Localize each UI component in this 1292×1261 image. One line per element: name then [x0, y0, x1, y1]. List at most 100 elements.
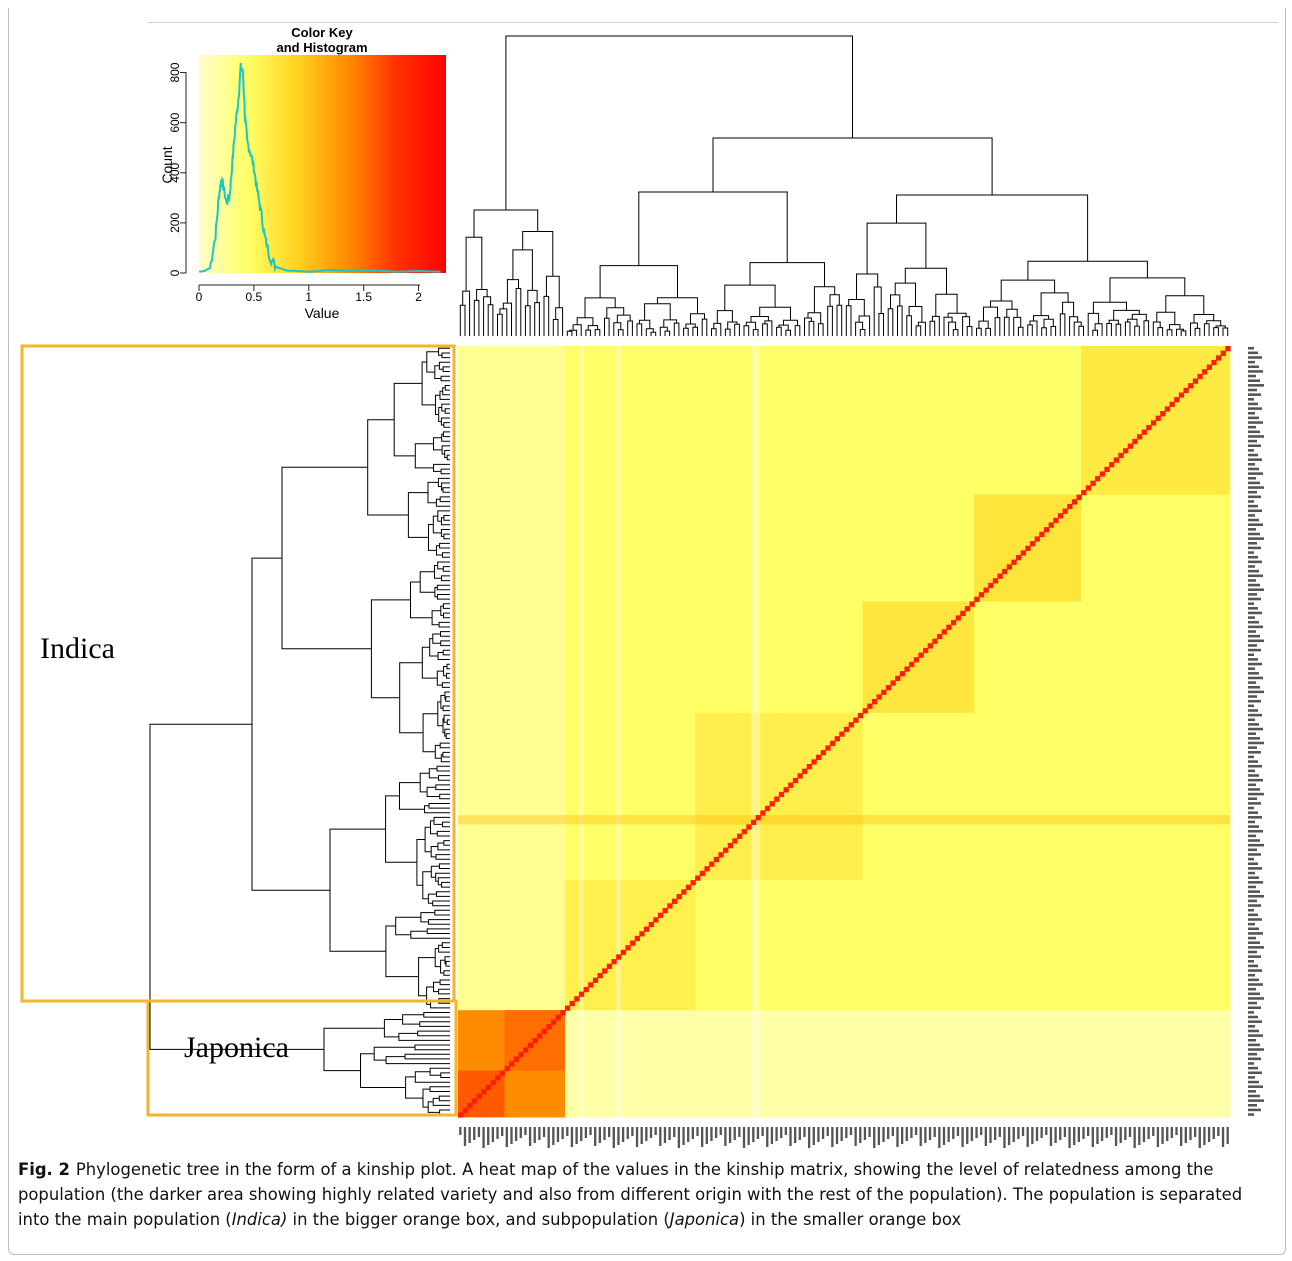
heatmap-diagonal-cell: [1146, 424, 1152, 431]
dendrogram-branch: [383, 1019, 403, 1038]
column-label-mark: [956, 1127, 960, 1136]
heatmap-diagonal-cell: [899, 671, 906, 677]
row-label-mark: [1248, 751, 1261, 754]
column-label-mark: [742, 1127, 746, 1148]
dendrogram-branch: [439, 979, 450, 986]
column-label-mark: [752, 1127, 755, 1142]
column-label-mark: [714, 1127, 718, 1138]
heatmap-diagonal-cell: [764, 805, 771, 812]
row-label-mark: [1248, 365, 1259, 369]
row-label-mark: [1248, 449, 1254, 452]
heatmap-diagonal-cell: [583, 986, 589, 993]
dendrogram-branch: [524, 305, 531, 336]
column-label-mark: [1147, 1127, 1150, 1139]
heatmap-diagonal-cell: [1155, 415, 1161, 421]
column-label-mark: [817, 1127, 820, 1142]
y-axis-label: Count: [159, 146, 175, 183]
dendrogram-branch: [149, 723, 324, 1050]
heatmap-diagonal-cell: [1053, 517, 1059, 524]
heatmap-diagonal-cell: [662, 907, 668, 914]
heatmap-diagonal-cell: [1206, 364, 1212, 370]
kinship-heatmap: [458, 346, 1231, 1118]
row-label-mark: [1248, 964, 1258, 968]
column-label-mark: [887, 1127, 890, 1139]
heatmap-diagonal-cell: [602, 968, 608, 974]
row-label-mark: [1248, 857, 1254, 861]
dendrogram-branch: [446, 454, 450, 461]
heatmap-diagonal-cell: [476, 1093, 482, 1100]
column-label-mark: [505, 1127, 508, 1147]
heatmap-diagonal-cell: [1109, 462, 1115, 468]
dendrogram-branch: [410, 581, 433, 619]
column-label-mark: [849, 1127, 853, 1135]
heatmap-diagonal-cell: [950, 620, 957, 626]
row-label-mark: [1248, 630, 1256, 633]
heatmap-diagonal-cell: [969, 601, 975, 607]
row-label-mark: [1248, 950, 1257, 954]
column-label-mark: [924, 1127, 927, 1143]
heatmap-block-indica-japonica: [458, 346, 566, 1011]
column-label-mark: [556, 1127, 560, 1142]
dendrogram-branch: [743, 325, 750, 336]
dendrogram-branch: [441, 682, 450, 688]
dendrogram-branch: [1124, 321, 1131, 336]
row-label-mark: [1248, 681, 1256, 684]
dendrogram-branch: [1143, 320, 1150, 336]
dendrogram-branch: [1106, 323, 1112, 336]
heatmap-diagonal-cell: [941, 629, 947, 635]
dendrogram-branch: [522, 231, 554, 277]
column-label-mark: [998, 1127, 1001, 1137]
japonica-box: [146, 999, 458, 1117]
dendrogram-branch: [370, 599, 411, 699]
column-label-mark: [1207, 1127, 1211, 1142]
column-label-mark: [677, 1127, 681, 1148]
heatmap-diagonal-cell: [1188, 383, 1194, 389]
column-label-mark: [1226, 1127, 1229, 1144]
row-label-mark: [1248, 1020, 1262, 1023]
column-label-mark: [910, 1127, 913, 1138]
dendrogram-branch: [638, 319, 651, 329]
column-label-mark: [1124, 1127, 1127, 1140]
dendrogram-branch: [446, 672, 450, 679]
row-label-mark: [1248, 588, 1264, 592]
dendrogram-branch: [433, 981, 441, 993]
dendrogram-branch: [534, 302, 540, 336]
column-label-mark: [501, 1127, 504, 1136]
column-label-mark: [961, 1127, 964, 1147]
heatmap-diagonal-cell: [1067, 503, 1073, 510]
column-label-mark: [477, 1127, 481, 1137]
dendrogram-branch: [804, 317, 812, 336]
row-label-mark: [1248, 1052, 1257, 1056]
dendrogram-branch: [506, 279, 519, 304]
row-label-mark: [1248, 384, 1264, 387]
dendrogram-branch: [419, 772, 430, 793]
dendrogram-branch: [512, 249, 533, 291]
dendrogram-branch: [426, 928, 450, 934]
dendrogram-branch: [367, 419, 409, 516]
column-label-mark: [1203, 1127, 1206, 1145]
dendrogram-branch: [749, 262, 825, 287]
y-tick-label: 0: [168, 269, 182, 276]
x-tick-label: 1: [305, 290, 312, 304]
dendrogram-branch: [442, 387, 450, 396]
row-label-mark: [1248, 727, 1263, 731]
column-label-mark: [1054, 1127, 1057, 1143]
column-label-mark: [663, 1127, 667, 1143]
dendrogram-branch: [692, 326, 698, 336]
heatmap-diagonal-cell: [690, 880, 696, 886]
heatmap-diagonal-cell: [1174, 397, 1180, 403]
column-label-mark: [975, 1127, 978, 1138]
heatmap-diagonal-cell: [704, 866, 710, 872]
heatmap-diagonal-cell: [1113, 457, 1119, 463]
column-label-mark: [942, 1127, 946, 1145]
heatmap-diagonal-cell: [932, 638, 938, 644]
dendrogram-branch: [440, 468, 450, 475]
dendrogram-branch: [917, 321, 926, 336]
dendrogram-branch: [555, 307, 564, 336]
column-label-mark: [519, 1127, 522, 1138]
dendrogram-branch: [399, 782, 425, 810]
figure-caption: Fig. 2 Phylogenetic tree in the form of a…: [18, 1157, 1268, 1232]
dendrogram-branch: [976, 327, 982, 336]
heatmap-diagonal-cell: [885, 685, 892, 691]
dendrogram-branch: [442, 705, 450, 712]
